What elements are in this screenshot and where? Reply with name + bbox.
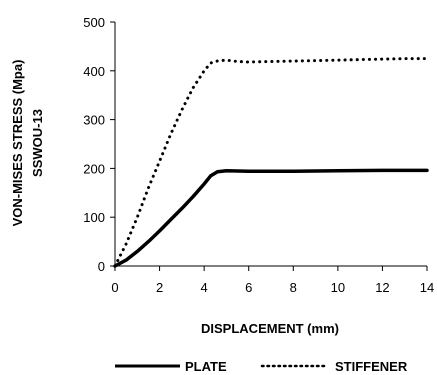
x-axis-title: DISPLACEMENT (mm): [201, 321, 339, 336]
series-line-stiffener: [113, 57, 429, 268]
x-tick-label: 2: [156, 280, 163, 295]
legend: PLATE STIFFENER: [115, 359, 408, 374]
legend-label-stiffener: STIFFENER: [335, 359, 408, 374]
y-axis-title-line-1: VON-MISES STRESS (Mpa): [10, 60, 25, 227]
y-tick-label: 500: [83, 15, 105, 30]
y-tick-label: 400: [83, 64, 105, 79]
x-tick-label: 4: [201, 280, 208, 295]
y-tick-label: 200: [83, 161, 105, 176]
x-tick-label: 0: [111, 280, 118, 295]
y-tick-label: 300: [83, 113, 105, 128]
y-tick-label: 100: [83, 210, 105, 225]
y-tick-label: 0: [98, 259, 105, 274]
y-axis-title-line-2: SSWOU-13: [30, 109, 45, 177]
series-line-plate: [113, 168, 429, 268]
x-tick-label: 12: [375, 280, 389, 295]
legend-label-plate: PLATE: [185, 359, 227, 374]
x-axis-ticks: 0 2 4 6 8 10 12 14: [111, 266, 434, 295]
x-tick-label: 14: [420, 280, 434, 295]
y-axis-ticks: 0 100 200 300 400 500: [83, 15, 115, 274]
series-layer: [113, 57, 429, 268]
x-tick-label: 6: [245, 280, 252, 295]
x-tick-label: 8: [290, 280, 297, 295]
x-tick-label: 10: [331, 280, 345, 295]
